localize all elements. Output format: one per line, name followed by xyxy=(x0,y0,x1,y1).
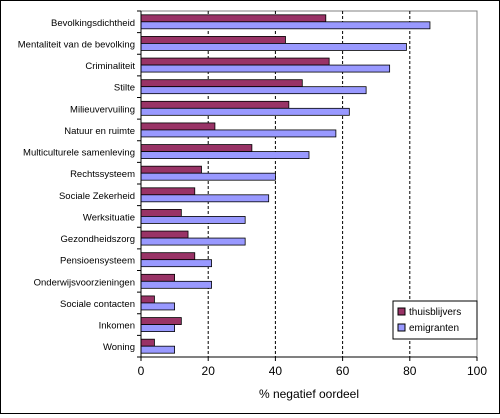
bar-emigranten-pensioensysteem xyxy=(140,259,212,268)
category-label-woning: Woning xyxy=(103,342,135,353)
bar-thuisblijvers-sociale-contacten xyxy=(140,295,155,304)
category-label-criminaliteit: Criminaliteit xyxy=(85,61,135,72)
category-label-sociale-contacten: Sociale contacten xyxy=(60,299,135,310)
x-tick-label-0: 0 xyxy=(138,364,145,378)
category-label-milieuvervuiling: Milieuvervuiling xyxy=(70,104,135,115)
category-label-rechtssysteem: Rechtssysteem xyxy=(70,169,135,180)
legend-swatch-thuisblijvers xyxy=(397,307,406,316)
bar-thuisblijvers-rechtssysteem xyxy=(140,165,202,174)
x-tick-label-20: 20 xyxy=(202,364,216,378)
bar-thuisblijvers-onderwijsvoorzieningen xyxy=(140,273,175,282)
bar-thuisblijvers-natuur-en-ruimte xyxy=(140,122,216,131)
category-label-stilte: Stilte xyxy=(114,83,135,94)
bar-emigranten-sociale-contacten xyxy=(140,302,175,311)
bar-emigranten-natuur-en-ruimte xyxy=(140,129,337,138)
category-label-inkomen: Inkomen xyxy=(99,321,135,332)
bar-emigranten-gezondheidszorg xyxy=(140,237,246,246)
bar-thuisblijvers-criminaliteit xyxy=(140,57,330,66)
category-label-bevolkingsdichtheid: Bevolkingsdichtheid xyxy=(51,18,135,29)
bar-thuisblijvers-bevolkingsdichtheid xyxy=(140,14,327,23)
bar-thuisblijvers-milieuvervuiling xyxy=(140,100,290,109)
bar-thuisblijvers-werksituatie xyxy=(140,209,182,217)
bar-thuisblijvers-multiculturele-samenleving xyxy=(140,144,253,152)
x-tick-label-60: 60 xyxy=(336,364,350,378)
x-tick-label-100: 100 xyxy=(467,364,487,378)
category-label-gezondheidszorg: Gezondheidszorg xyxy=(61,234,135,245)
bar-emigranten-milieuvervuiling xyxy=(140,107,350,116)
category-label-sociale-zekerheid: Sociale Zekerheid xyxy=(59,191,135,202)
category-label-werksituatie: Werksituatie xyxy=(83,212,135,223)
bar-emigranten-rechtssysteem xyxy=(140,172,276,181)
category-label-multiculturele-samenleving: Multiculturele samenleving xyxy=(23,148,135,159)
bar-emigranten-inkomen xyxy=(140,324,175,332)
bar-thuisblijvers-mentaliteit-van-de-bevolking xyxy=(140,36,286,44)
legend-box xyxy=(392,300,478,340)
bar-emigranten-stilte xyxy=(140,86,367,95)
bar-emigranten-sociale-zekerheid xyxy=(140,194,270,203)
bar-emigranten-multiculturele-samenleving xyxy=(140,151,310,159)
category-label-pensioensysteem: Pensioensysteem xyxy=(60,256,135,267)
legend-label-emigranten: emigranten xyxy=(409,323,459,334)
bar-thuisblijvers-pensioensysteem xyxy=(140,252,196,261)
legend-swatch-emigranten xyxy=(397,323,406,332)
legend: thuisblijvers emigranten xyxy=(392,300,478,340)
x-tick-label-40: 40 xyxy=(269,364,283,378)
category-label-mentaliteit-van-de-bevolking: Mentaliteit van de bevolking xyxy=(18,39,135,50)
bar-emigranten-bevolkingsdichtheid xyxy=(140,21,431,30)
bar-emigranten-werksituatie xyxy=(140,216,246,224)
bar-emigranten-woning xyxy=(140,345,175,354)
bar-thuisblijvers-sociale-zekerheid xyxy=(140,187,196,196)
bar-thuisblijvers-gezondheidszorg xyxy=(140,230,189,239)
x-axis-title: % negatief oordeel xyxy=(259,387,359,401)
category-label-natuur-en-ruimte: Natuur en ruimte xyxy=(64,126,135,137)
x-tick-label-80: 80 xyxy=(403,364,417,378)
bar-emigranten-onderwijsvoorzieningen xyxy=(140,280,212,289)
legend-label-thuisblijvers: thuisblijvers xyxy=(409,307,461,318)
bar-thuisblijvers-stilte xyxy=(140,79,303,88)
bar-emigranten-criminaliteit xyxy=(140,64,391,73)
category-label-onderwijsvoorzieningen: Onderwijsvoorzieningen xyxy=(34,277,135,288)
bar-thuisblijvers-inkomen xyxy=(140,317,182,325)
bar-emigranten-mentaliteit-van-de-bevolking xyxy=(140,43,407,51)
bar-thuisblijvers-woning xyxy=(140,338,155,347)
